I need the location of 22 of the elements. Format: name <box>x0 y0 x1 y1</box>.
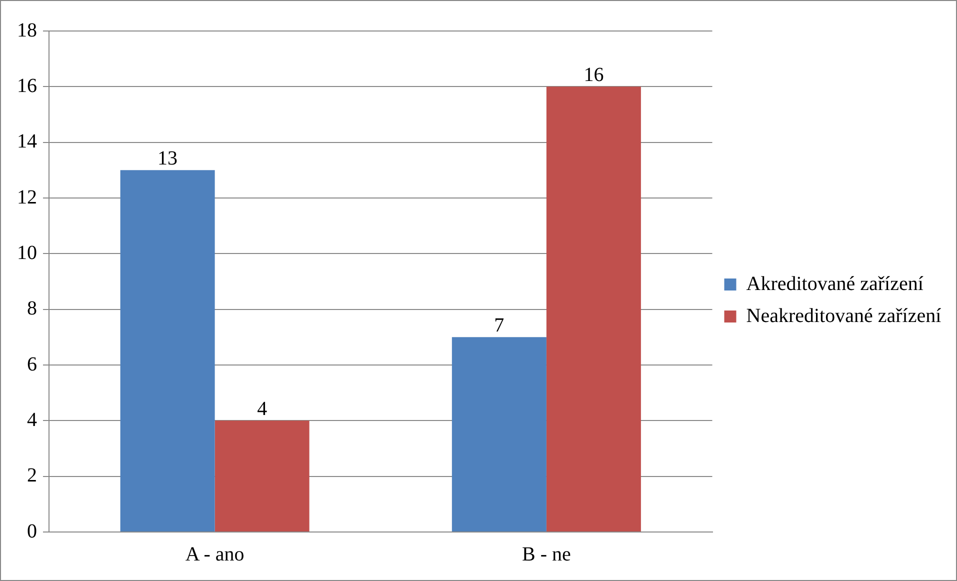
legend-label: Neakreditované zařízení <box>746 304 942 327</box>
y-tick-label: 8 <box>27 298 37 320</box>
data-label: 7 <box>494 314 504 336</box>
y-tick-label: 2 <box>27 464 37 487</box>
y-tick-label: 18 <box>17 19 37 42</box>
data-label: 13 <box>158 147 178 170</box>
data-label: 4 <box>257 398 268 420</box>
x-tick-label: A - ano <box>185 543 244 566</box>
y-tick-label: 6 <box>27 353 37 376</box>
bar <box>214 420 310 532</box>
bar <box>452 337 546 532</box>
y-tick-label: 12 <box>17 186 37 208</box>
bar <box>546 86 641 532</box>
x-tick-label: B - ne <box>522 543 571 566</box>
legend-label: Akreditované zařízení <box>746 272 924 295</box>
data-label: 16 <box>584 64 604 86</box>
y-tick-label: 10 <box>17 242 37 264</box>
bar <box>120 170 215 532</box>
y-tick-label: 4 <box>27 408 37 431</box>
y-tick-label: 14 <box>17 130 37 153</box>
y-tick-label: 0 <box>27 520 37 542</box>
y-tick-label: 16 <box>17 74 37 97</box>
